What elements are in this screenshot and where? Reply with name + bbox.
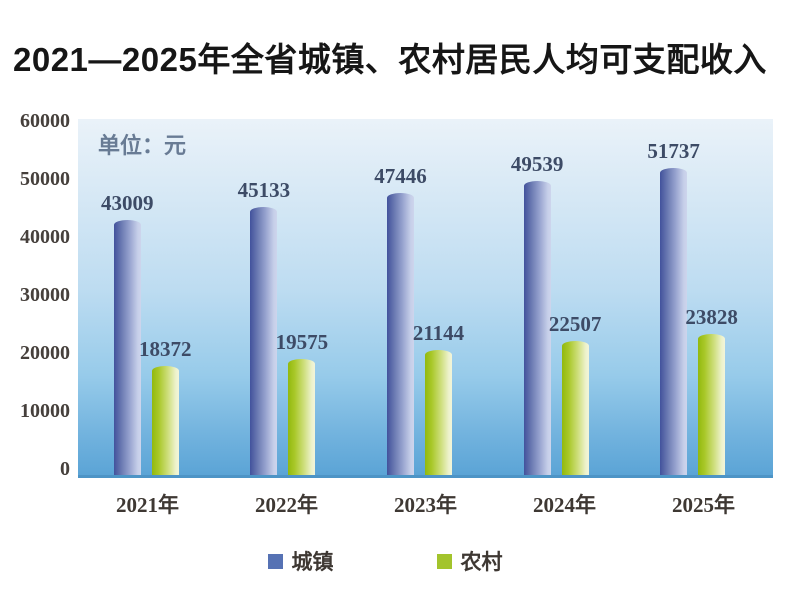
urban-bar-column: 51737 — [647, 140, 700, 475]
rural-value-label: 22507 — [548, 312, 602, 336]
rural-legend-swatch-icon — [436, 553, 452, 569]
plot-area: 单位：元 43009 18372 45133 19575 — [78, 119, 773, 478]
y-axis-tick-label: 50000 — [20, 168, 70, 190]
chart-title: 2021—2025年全省城镇、农村居民人均可支配收入 — [13, 41, 767, 78]
rural-value-label: 21144 — [412, 321, 465, 345]
bar-group-2022: 45133 19575 — [238, 179, 328, 475]
urban-bar-2023 — [386, 193, 414, 475]
x-axis: 2021年 2022年 2023年 2024年 2025年 — [78, 489, 785, 519]
y-axis-tick-label: 30000 — [20, 284, 70, 306]
bar-groups: 43009 18372 45133 19575 — [78, 119, 773, 475]
rural-bar-column: 18372 — [139, 338, 192, 475]
rural-bar-2025 — [698, 334, 726, 475]
rural-bar-2021 — [151, 366, 179, 475]
urban-value-label: 49539 — [510, 152, 564, 176]
y-axis-tick-label: 10000 — [20, 400, 70, 422]
rural-value-label: 19575 — [275, 330, 329, 354]
x-axis-tick-label: 2022年 — [255, 493, 318, 517]
urban-value-label: 47446 — [374, 164, 427, 188]
y-axis-tick-label: 60000 — [20, 110, 70, 132]
urban-bar-column: 47446 — [374, 165, 427, 475]
urban-value-label: 43009 — [101, 191, 154, 215]
urban-value-label: 51737 — [647, 139, 700, 163]
urban-bar-column: 45133 — [238, 179, 290, 475]
rural-bar-column: 22507 — [549, 313, 601, 475]
x-axis-tick-label: 2021年 — [116, 493, 179, 517]
rural-bar-column: 19575 — [276, 331, 328, 475]
urban-bar-2024 — [523, 181, 551, 475]
legend: 城镇 农村 — [0, 546, 770, 576]
rural-legend-label: 农村 — [460, 550, 503, 574]
rural-value-label: 23828 — [685, 305, 738, 329]
y-axis: 60000 50000 40000 30000 20000 10000 0 — [0, 109, 70, 481]
urban-bar-2021 — [113, 220, 141, 475]
y-axis-tick-label: 40000 — [20, 226, 70, 248]
urban-bar-2022 — [250, 207, 278, 475]
y-axis-tick-label: 0 — [60, 458, 70, 480]
bar-group-2023: 47446 21144 — [374, 165, 464, 475]
x-axis-tick-label: 2025年 — [672, 493, 735, 517]
urban-bar-column: 49539 — [511, 153, 563, 475]
bar-group-2021: 43009 18372 — [101, 192, 192, 475]
x-axis-tick-label: 2023年 — [394, 493, 457, 517]
urban-bar-column: 43009 — [101, 192, 154, 475]
y-axis-tick-label: 20000 — [20, 342, 70, 364]
rural-bar-column: 23828 — [685, 306, 738, 475]
urban-legend-label: 城镇 — [291, 550, 334, 574]
x-axis-tick-label: 2024年 — [533, 493, 596, 517]
urban-bar-2025 — [660, 168, 688, 475]
bar-group-2024: 49539 22507 — [511, 153, 601, 475]
legend-item-rural: 农村 — [436, 546, 503, 576]
rural-value-label: 18372 — [139, 337, 192, 361]
rural-bar-2023 — [424, 350, 452, 475]
rural-bar-2024 — [561, 341, 589, 475]
urban-value-label: 45133 — [237, 178, 291, 202]
unit-label: 单位：元 — [98, 133, 187, 158]
urban-legend-swatch-icon — [267, 553, 283, 569]
rural-bar-2022 — [288, 359, 316, 475]
rural-bar-column: 21144 — [413, 322, 464, 475]
bar-group-2025: 51737 23828 — [647, 140, 738, 475]
legend-item-urban: 城镇 — [267, 546, 334, 576]
